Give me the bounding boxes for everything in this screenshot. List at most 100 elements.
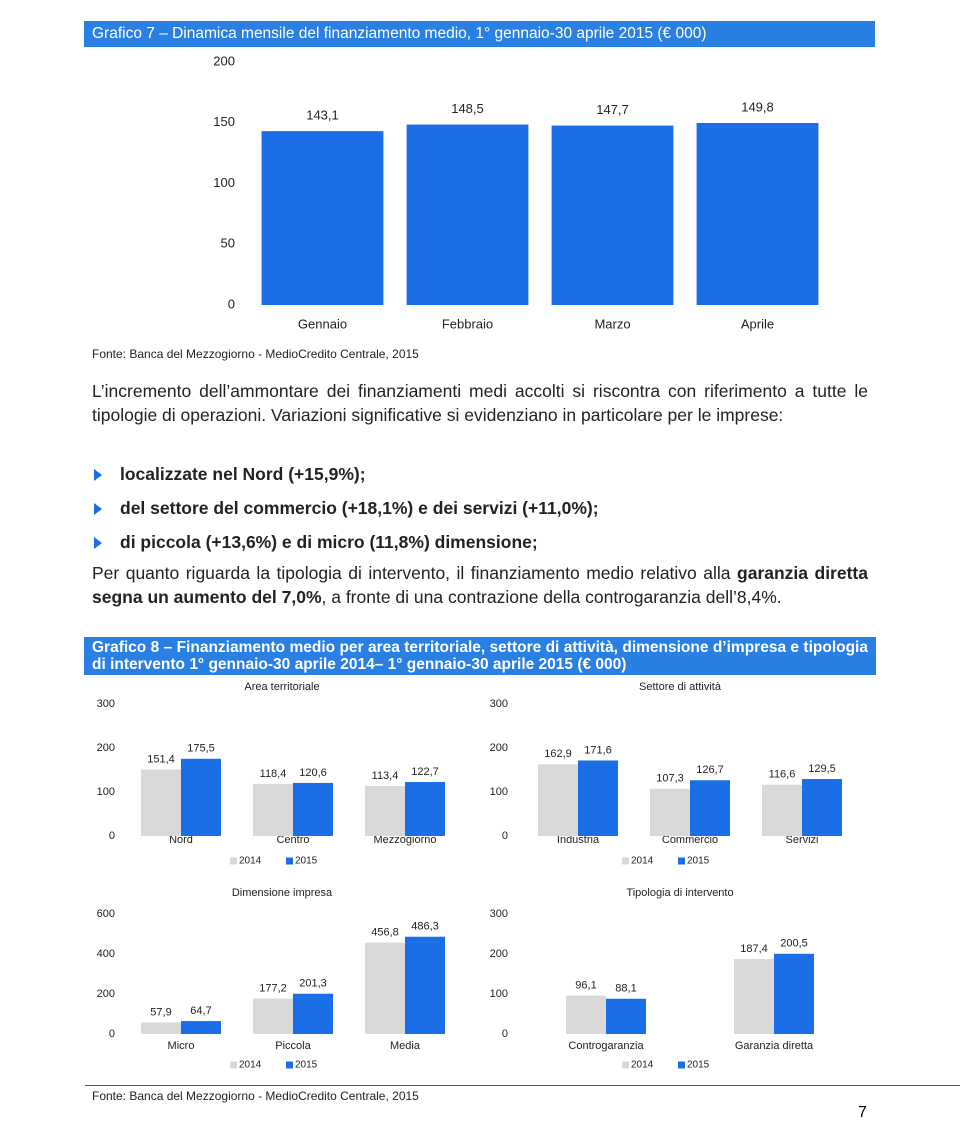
- x-tick-label: Mezzogiorno: [374, 834, 437, 846]
- bar: [551, 125, 674, 306]
- value-label: 143,1: [306, 108, 339, 123]
- value-label: 116,6: [769, 769, 796, 781]
- x-tick-label: Garanzia diretta: [735, 1040, 814, 1052]
- x-tick-label: Industria: [557, 834, 600, 846]
- bar: [606, 998, 646, 1034]
- x-tick-label: Centro: [276, 834, 309, 846]
- bar: [405, 782, 445, 836]
- chart-title: Tipologia di intervento: [626, 887, 733, 899]
- text-bold: garanzia diretta segna un aumento del 7,…: [92, 563, 868, 607]
- bar: [141, 1022, 181, 1034]
- y-tick-label: 0: [228, 296, 235, 311]
- legend-label: 2014: [631, 1060, 654, 1071]
- caption: Grafico 8 – Finanziamento medio per area…: [84, 637, 876, 675]
- legend-label: 2014: [239, 1060, 262, 1071]
- legend-label: 2015: [295, 856, 318, 867]
- bar: [261, 131, 384, 305]
- bullet: di piccola (+13,6%) e di micro (11,8%) d…: [94, 532, 538, 552]
- y-tick-label: 200: [97, 988, 115, 1000]
- y-tick-label: 0: [502, 830, 508, 842]
- paragraph: Per quanto riguarda la tipologia di inte…: [92, 561, 868, 609]
- bar: [734, 959, 774, 1034]
- x-tick-label: Aprile: [741, 316, 774, 331]
- value-label: 456,8: [371, 927, 399, 939]
- y-tick-label: 600: [97, 908, 115, 920]
- y-tick-label: 100: [213, 175, 235, 190]
- value-label: 57,9: [150, 1006, 171, 1018]
- x-tick-label: Piccola: [275, 1040, 311, 1052]
- value-label: 148,5: [451, 101, 484, 116]
- chart-title: Grafico 7 – Dinamica mensile del finanzi…: [84, 21, 875, 47]
- y-tick-label: 100: [490, 988, 508, 1000]
- text: Per quanto riguarda la tipologia di inte…: [92, 563, 738, 583]
- x-tick-label: Commercio: [662, 834, 718, 846]
- legend-swatch: [678, 1061, 685, 1069]
- text: , a fronte di una contrazione della cont…: [321, 587, 782, 607]
- value-label: 107,3: [656, 773, 684, 785]
- value-label: 149,8: [741, 99, 774, 114]
- value-label: 64,7: [190, 1005, 211, 1017]
- bar: [538, 764, 578, 836]
- bar: [774, 953, 814, 1034]
- source: Fonte: Banca del Mezzogiorno - MedioCred…: [92, 1089, 419, 1103]
- value-label: 486,3: [411, 921, 439, 933]
- bar: [181, 758, 221, 836]
- bar: [365, 942, 405, 1034]
- legend-swatch: [622, 1061, 629, 1069]
- x-tick-label: Micro: [168, 1040, 195, 1052]
- value-label: 120,6: [299, 767, 327, 779]
- y-tick-label: 200: [213, 53, 235, 68]
- legend-swatch: [286, 1061, 293, 1069]
- bar: [365, 786, 405, 836]
- bullet: del settore del commercio (+18,1%) e dei…: [94, 498, 599, 518]
- rule: [85, 1085, 960, 1086]
- value-label: 96,1: [575, 979, 596, 991]
- y-tick-label: 200: [490, 948, 508, 960]
- y-tick-label: 0: [502, 1028, 508, 1040]
- intro: L’incremento dell’ammontare dei finanzia…: [92, 381, 868, 425]
- bar: [293, 782, 333, 836]
- legend-swatch: [622, 857, 629, 865]
- legend-label: 2015: [687, 1060, 710, 1071]
- bar: [253, 783, 293, 836]
- legend-label: 2015: [295, 1060, 318, 1071]
- page-number: 7: [858, 1104, 867, 1121]
- bar: [650, 788, 690, 836]
- bar: [405, 936, 445, 1034]
- source: Fonte: Banca del Mezzogiorno - MedioCred…: [92, 347, 419, 361]
- legend-label: 2014: [239, 856, 262, 867]
- value-label: 122,7: [411, 766, 439, 778]
- bar: [253, 998, 293, 1034]
- value-label: 177,2: [259, 982, 287, 994]
- bar: [141, 769, 181, 836]
- y-tick-label: 300: [490, 698, 508, 710]
- legend-swatch: [286, 857, 293, 865]
- value-label: 129,5: [808, 763, 836, 775]
- x-tick-label: Gennaio: [298, 316, 347, 331]
- bullet: localizzate nel Nord (+15,9%);: [94, 464, 366, 484]
- bar: [690, 780, 730, 836]
- value-label: 126,7: [696, 764, 724, 776]
- value-label: 118,4: [260, 768, 287, 780]
- value-label: 175,5: [187, 743, 215, 755]
- chart-title: Dimensione impresa: [232, 887, 333, 899]
- value-label: 113,4: [372, 770, 399, 782]
- x-tick-label: Media: [390, 1040, 421, 1052]
- x-tick-label: Febbraio: [442, 316, 493, 331]
- y-tick-label: 100: [490, 786, 508, 798]
- bar: [696, 122, 819, 305]
- y-tick-label: 50: [221, 236, 235, 251]
- bar: [293, 993, 333, 1034]
- value-label: 200,5: [780, 938, 808, 950]
- value-label: 171,6: [584, 744, 612, 756]
- y-tick-label: 150: [213, 114, 235, 129]
- x-tick-label: Nord: [169, 834, 193, 846]
- bar: [181, 1021, 221, 1034]
- value-label: 147,7: [596, 102, 629, 117]
- y-tick-label: 300: [97, 698, 115, 710]
- value-label: 88,1: [615, 983, 636, 995]
- y-tick-label: 400: [97, 948, 115, 960]
- legend-label: 2014: [631, 856, 654, 867]
